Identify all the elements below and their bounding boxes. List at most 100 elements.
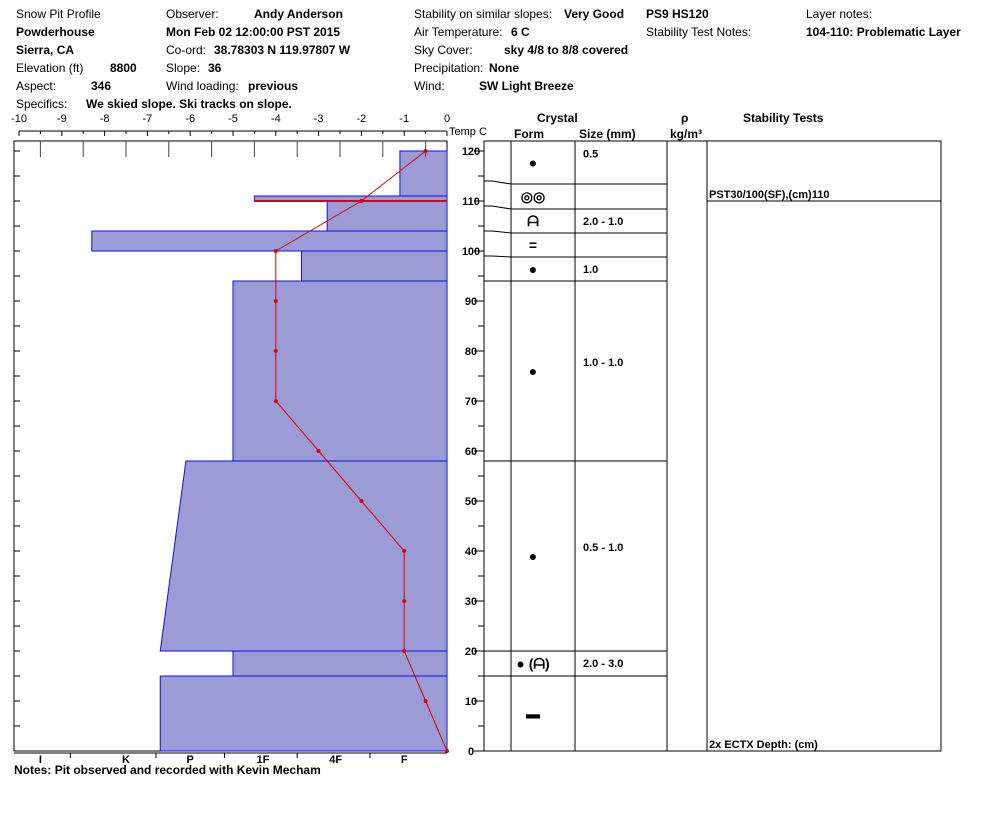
hardness-bar: [399, 150, 448, 197]
header-value: Sierra, CA: [16, 43, 75, 57]
temp-tick-label: -3: [314, 113, 324, 125]
density-header: ρ: [681, 111, 689, 125]
header-label: Aspect:: [16, 79, 57, 93]
layer-connector: [484, 205, 512, 210]
height-tick-label: 60: [465, 446, 477, 458]
hardness-tick-label: 4F: [329, 754, 342, 766]
temp-tick-label: -10: [11, 113, 27, 125]
layer-size: 0.5 - 1.0: [583, 542, 623, 554]
header-label: Precipitation:: [414, 61, 484, 75]
rounded-grains-icon: ●: [529, 548, 537, 564]
header-label: Co-ord:: [166, 43, 207, 57]
hardness-tick-label: P: [187, 754, 194, 766]
temperature-point: [423, 149, 428, 153]
header-value: 38.78303 N 119.97807 W: [214, 43, 351, 57]
layer-connector: [484, 230, 512, 234]
header-value: 8800: [110, 61, 137, 75]
temp-axis-label: Temp C: [449, 126, 487, 138]
rounded-faceted-icon: ● (ᗩ): [516, 656, 549, 672]
density-unit: kg/m³: [670, 127, 703, 141]
temperature-point: [273, 349, 278, 353]
crystal-header: Crystal: [537, 111, 578, 125]
header-value: Andy Anderson: [254, 7, 343, 21]
temp-tick-label: -6: [185, 113, 195, 125]
temp-tick-label: -7: [143, 113, 153, 125]
height-tick-label: 120: [462, 146, 480, 158]
header-value: 346: [91, 79, 112, 93]
temperature-point: [316, 449, 321, 453]
hardness-bar: [300, 250, 448, 282]
hardness-bar: [326, 200, 448, 232]
header-value: None: [489, 61, 519, 75]
height-tick-label: 0: [468, 746, 474, 758]
temperature-point: [273, 399, 278, 403]
header-label: Wind:: [414, 79, 445, 93]
header-value: 104-110: Problematic Layer: [806, 25, 961, 39]
notes-value: Pit observed and recorded with Kevin Mec…: [54, 763, 321, 777]
header-value: 36: [208, 61, 222, 75]
form-header: Form: [514, 127, 544, 141]
temp-tick-label: -1: [399, 113, 409, 125]
header-label: Layer notes:: [806, 7, 873, 21]
hardness-bar: [232, 650, 448, 677]
temperature-point: [359, 499, 364, 503]
rounded-grains-icon: ●: [529, 155, 537, 171]
layer-size: 2.0 - 3.0: [583, 658, 623, 670]
layer-table-frame: [483, 140, 942, 752]
temperature-point: [273, 299, 278, 303]
header-label: Slope:: [166, 61, 201, 75]
height-tick-label: 110: [462, 196, 480, 208]
depth-hoar-icon: ᗩ: [527, 213, 539, 229]
rounded-grains-icon: ●: [529, 261, 537, 277]
header-label: Snow Pit Profile: [16, 7, 101, 21]
layer-size: 1.0: [583, 264, 598, 276]
layer-size: 2.0 - 1.0: [583, 216, 623, 228]
layer-size: 0.5: [583, 149, 598, 161]
header-label: Observer:: [166, 7, 219, 21]
temperature-point: [402, 649, 407, 653]
header-value: SW Light Breeze: [479, 79, 574, 93]
header-label: Sky Cover:: [414, 43, 473, 57]
height-tick-label: 30: [465, 596, 477, 608]
temp-tick-label: -8: [100, 113, 110, 125]
header-value: Powderhouse: [16, 25, 95, 39]
hardness-bar: [159, 675, 448, 752]
height-tick-label: 80: [465, 346, 477, 358]
header-value: PS9 HS120: [646, 7, 709, 21]
size-header: Size (mm): [579, 127, 636, 141]
header-value: Mon Feb 02 12:00:00 PST 2015: [166, 25, 341, 39]
stability-test-label: PST30/100(SF),(cm)110: [709, 189, 829, 201]
height-tick-label: 90: [465, 296, 477, 308]
header-label: Elevation (ft): [16, 61, 84, 75]
height-tick-label: 70: [465, 396, 477, 408]
header-label: Wind loading:: [166, 79, 239, 93]
temperature-point: [359, 199, 364, 203]
rounded-grains-icon: ●: [529, 363, 537, 379]
header-value: Very Good: [564, 7, 625, 21]
notes-line: Notes: Pit observed and recorded with Ke…: [14, 763, 321, 777]
header-label: Stability on similar slopes:: [414, 7, 553, 21]
notes-label: Notes:: [14, 763, 52, 777]
height-tick-label: 20: [465, 646, 477, 658]
header-label: Specifics:: [16, 97, 68, 111]
temperature-point: [423, 699, 428, 703]
temp-tick-label: 0: [444, 113, 450, 125]
temp-tick-label: -4: [271, 113, 281, 125]
layer-connector: [484, 180, 512, 185]
temperature-point: [402, 549, 407, 553]
temp-tick-label: -5: [228, 113, 238, 125]
height-tick-label: 100: [462, 246, 480, 258]
header-value: previous: [248, 79, 299, 93]
surface-hoar-icon: ◎◎: [521, 189, 545, 205]
header-label: Air Temperature:: [414, 25, 503, 39]
hardness-tick-label: F: [401, 754, 408, 766]
temperature-point: [402, 599, 407, 603]
temp-tick-label: -9: [57, 113, 67, 125]
hardness-bar: [91, 230, 448, 252]
hardness-bar: [232, 280, 448, 462]
hardness-tick-label: K: [122, 754, 130, 766]
height-tick-label: 50: [465, 496, 477, 508]
ice-crust-icon: =: [529, 237, 537, 253]
temperature-point: [273, 249, 278, 253]
